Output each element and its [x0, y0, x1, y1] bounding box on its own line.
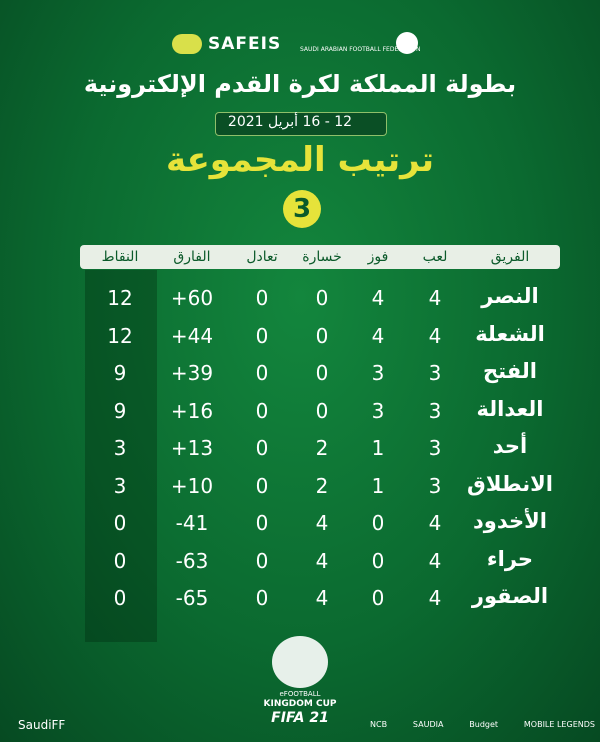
- subtitle: ترتيب المجموعة: [165, 140, 435, 180]
- table-cell: 3: [428, 361, 442, 385]
- table-cell: 0: [315, 286, 329, 310]
- table-cell: 0: [371, 586, 385, 610]
- team-name: الشعلة: [475, 321, 545, 346]
- table-cell: 0: [315, 361, 329, 385]
- game: FIFA 21: [271, 710, 329, 726]
- table-cell: 4: [315, 548, 329, 573]
- federation-logo: [396, 32, 418, 54]
- table-cell: 4: [371, 323, 385, 348]
- team-name: العدالة: [476, 396, 544, 421]
- table-cell: +13: [170, 436, 214, 460]
- team-name: الانطلاق: [467, 471, 553, 496]
- table-cell: +10: [170, 473, 214, 498]
- table-cell: 3: [428, 473, 442, 498]
- table-cell: 12: [107, 286, 133, 310]
- table-cell: 4: [428, 548, 442, 573]
- column-header: خسارة: [302, 249, 342, 265]
- table-cell: 0: [113, 511, 127, 535]
- table-cell: 4: [315, 586, 329, 610]
- group-number: 3: [283, 190, 321, 228]
- table-cell: 0: [255, 511, 269, 535]
- cup: KINGDOM CUP: [263, 699, 337, 709]
- table-cell: 0: [255, 473, 269, 498]
- column-header: تعادل: [246, 249, 278, 265]
- table-cell: 4: [428, 511, 442, 535]
- table-cell: 0: [255, 548, 269, 573]
- table-cell: +60: [170, 286, 214, 310]
- table-cell: 0: [255, 436, 269, 460]
- table-cell: 3: [371, 398, 385, 423]
- table-cell: 2: [315, 473, 329, 498]
- table-cell: 0: [371, 548, 385, 573]
- team-name: الصقور: [471, 584, 549, 608]
- table-cell: 3: [113, 473, 127, 498]
- team-name: الأخدود: [473, 509, 547, 533]
- sponsor: Budget: [469, 720, 499, 729]
- table-cell: 0: [113, 548, 127, 573]
- table-cell: 0: [113, 586, 127, 610]
- table-cell: 3: [428, 436, 442, 460]
- table-cell: 1: [371, 436, 385, 460]
- column-header: لعب: [422, 249, 448, 265]
- table-cell: 0: [255, 586, 269, 610]
- sponsor: MOBILE LEGENDS: [523, 720, 595, 729]
- table-cell: 4: [428, 323, 442, 348]
- team-name: النصر: [481, 284, 539, 308]
- cup-logo: [272, 636, 328, 688]
- date: 12 - 16 أبريل 2021: [227, 114, 353, 130]
- table-cell: 4: [371, 286, 385, 310]
- table-cell: +16: [170, 398, 214, 423]
- table-cell: 0: [371, 511, 385, 535]
- table-cell: 4: [428, 286, 442, 310]
- federation-name: SAUDI ARABIAN FOOTBALL FEDERATION: [300, 46, 421, 53]
- team-name: أحد: [492, 434, 528, 458]
- sponsors: NCB SAUDIA Budget MOBILE LEGENDS: [370, 720, 595, 729]
- header-bar: [80, 245, 560, 269]
- column-header: النقاط: [101, 249, 139, 265]
- brain-icon: [172, 34, 202, 54]
- table-cell: 2: [315, 436, 329, 460]
- points-band: [85, 270, 157, 642]
- table-cell: -41: [175, 511, 209, 535]
- table-cell: 3: [113, 436, 127, 460]
- efootball: eFOOTBALL: [279, 690, 321, 698]
- safeis-logo: SAFEIS: [208, 34, 282, 54]
- table-cell: 0: [315, 323, 329, 348]
- table-cell: 12: [107, 323, 133, 348]
- table-cell: 0: [255, 323, 269, 348]
- table-cell: 4: [428, 586, 442, 610]
- table-cell: 9: [113, 398, 127, 423]
- title: بطولة المملكة لكرة القدم الإلكترونية: [83, 70, 517, 98]
- sponsor: SAUDIA: [412, 720, 444, 729]
- table-cell: 0: [315, 398, 329, 423]
- table-cell: 3: [371, 361, 385, 385]
- column-header: فوز: [367, 249, 389, 265]
- table-cell: 0: [255, 286, 269, 310]
- sponsor: NCB: [370, 720, 388, 729]
- table-cell: -63: [175, 548, 209, 573]
- handle: SaudiFF: [18, 718, 66, 732]
- team-name: الفتح: [483, 359, 537, 383]
- table-cell: +44: [170, 323, 214, 348]
- table-cell: 3: [428, 398, 442, 423]
- team-name: حراء: [486, 546, 534, 571]
- table-cell: -65: [175, 586, 209, 610]
- table-cell: +39: [170, 361, 214, 385]
- column-header: الفريق: [490, 249, 530, 265]
- table-cell: 0: [255, 361, 269, 385]
- table-cell: 1: [371, 473, 385, 498]
- table-cell: 0: [255, 398, 269, 423]
- table-cell: 9: [113, 361, 127, 385]
- column-header: الفارق: [173, 249, 211, 265]
- table-cell: 4: [315, 511, 329, 535]
